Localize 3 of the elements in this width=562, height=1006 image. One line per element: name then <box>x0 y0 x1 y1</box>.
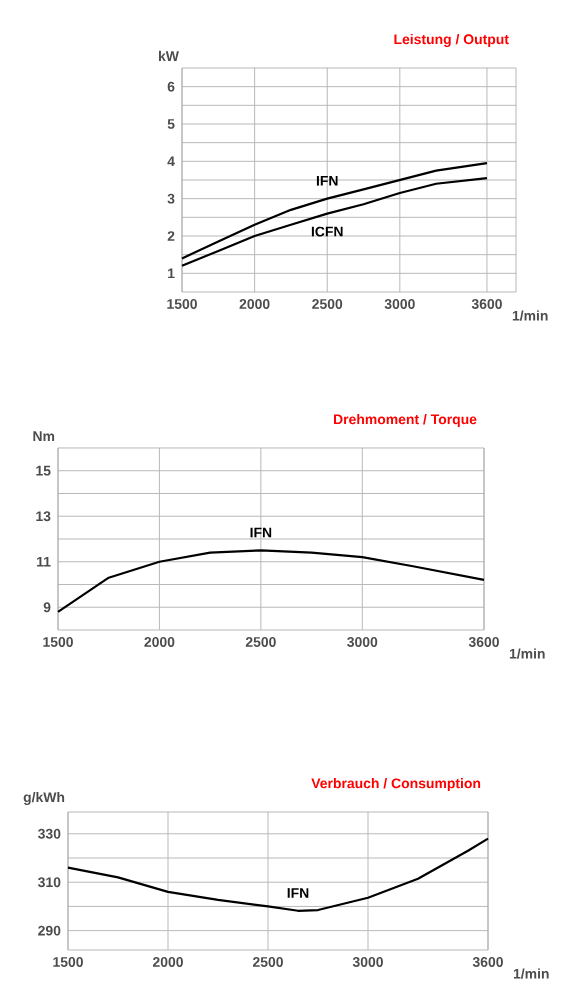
line-series <box>66 837 490 912</box>
line-series <box>180 177 489 267</box>
line-series <box>56 549 486 613</box>
